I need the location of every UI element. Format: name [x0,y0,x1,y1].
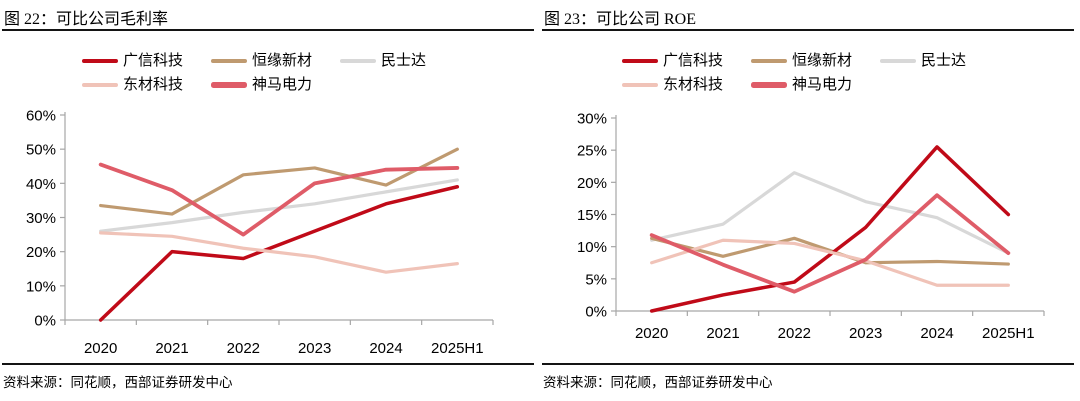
chart-legend: 广信科技 恒缘新材 民士达东材科技 神马电力 [622,49,966,97]
legend-line-swatch [211,82,247,88]
legend-line-swatch [622,82,658,88]
series-line [650,171,1010,255]
y-axis-label: 30% [577,111,607,128]
legend-item: 东材科技 [82,73,211,97]
legend-line-swatch [751,58,787,64]
x-axis-label: 2025H1 [431,340,484,357]
y-axis-label: 60% [26,108,56,125]
source-note: 资料来源：同花顺，西部证券研发中心 [3,375,233,390]
y-axis-label: 0% [585,304,607,321]
legend-item: 神马电力 [211,73,340,97]
legend-label: 民士达 [921,52,967,69]
y-axis-label: 10% [26,278,56,295]
legend-label: 民士达 [381,52,427,69]
legend-item: 神马电力 [751,73,880,97]
roe-line-chart: 0% 5% 10% 15% 20% 25% 30% 2020 2021 2022 2023 2024 2… [577,111,1045,342]
x-axis-label: 2020 [635,325,668,342]
legend-item: 民士达 [880,49,966,73]
y-axis-label: 5% [585,271,607,288]
y-axis-label: 50% [26,142,56,159]
chart-legend: 广信科技 恒缘新材 民士达东材科技 神马电力 [82,49,426,97]
legend-line-swatch [82,58,118,64]
title-rule [2,29,534,31]
legend-item: 恒缘新材 [211,49,340,73]
axis-line [64,112,493,321]
legend-label: 广信科技 [663,52,724,69]
x-axis-label: 2025H1 [982,325,1035,342]
x-axis-label: 2023 [298,340,331,357]
axis-line [615,115,1044,312]
title-rule [542,29,1074,31]
series-line [98,185,460,322]
legend-label: 神马电力 [252,76,313,93]
legend-label: 广信科技 [123,52,184,69]
legend-line-swatch [211,58,247,64]
legend-item: 广信科技 [622,49,751,73]
y-axis-label: 0% [34,313,56,330]
legend-line-swatch [340,58,376,64]
x-axis-label: 2024 [920,325,953,342]
legend-item: 广信科技 [82,49,211,73]
legend-line-swatch [82,82,118,88]
legend-line-swatch [622,58,658,64]
y-axis-label: 15% [577,207,607,224]
series-line [649,193,1011,294]
y-axis-label: 25% [577,143,607,160]
figure-panel-gross-margin: 图 22：可比公司毛利率 广信科技 恒缘新材 民士达东材科技 神马电力 0% 10% 20… [2,11,534,390]
x-axis-label: 2020 [84,340,117,357]
x-axis-label: 2021 [155,340,188,357]
source-rule [542,363,1074,365]
series-line [98,162,460,237]
x-axis-label: 2023 [849,325,882,342]
series-line [99,231,459,274]
figure-panel-roe: 图 23：可比公司 ROE 广信科技 恒缘新材 民士达东材科技 神马电力 0% 5% 10… [540,0,1080,401]
figure-title: 图 22：可比公司毛利率 [4,11,169,28]
y-axis-label: 10% [577,239,607,256]
y-axis-label: 30% [26,210,56,227]
legend-item: 东材科技 [622,73,751,97]
series-line [99,178,459,233]
legend-label: 恒缘新材 [252,52,313,69]
x-axis-label: 2021 [706,325,739,342]
source-rule [2,363,534,365]
series-line [99,147,459,216]
y-axis-label: 20% [26,244,56,261]
y-axis-label: 40% [26,176,56,193]
x-axis-label: 2022 [227,340,260,357]
source-note: 资料来源：同花顺，西部证券研发中心 [543,375,773,390]
legend-item: 恒缘新材 [751,49,880,73]
legend-item: 民士达 [340,49,426,73]
legend-label: 东材科技 [123,76,184,93]
legend-label: 恒缘新材 [792,52,853,69]
figure-title: 图 23：可比公司 ROE [544,11,697,28]
series-line [649,145,1011,313]
legend-line-swatch [880,58,916,64]
legend-label: 东材科技 [663,76,724,93]
gross-margin-line-chart: 0% 10% 20% 30% 40% 50% 60% 2020 2021 2022 2023 2024… [26,108,494,357]
x-axis-label: 2024 [369,340,402,357]
series-line [650,238,1010,287]
y-axis-label: 20% [577,175,607,192]
legend-line-swatch [751,82,787,88]
x-axis-label: 2022 [778,325,811,342]
legend-label: 神马电力 [792,76,853,93]
